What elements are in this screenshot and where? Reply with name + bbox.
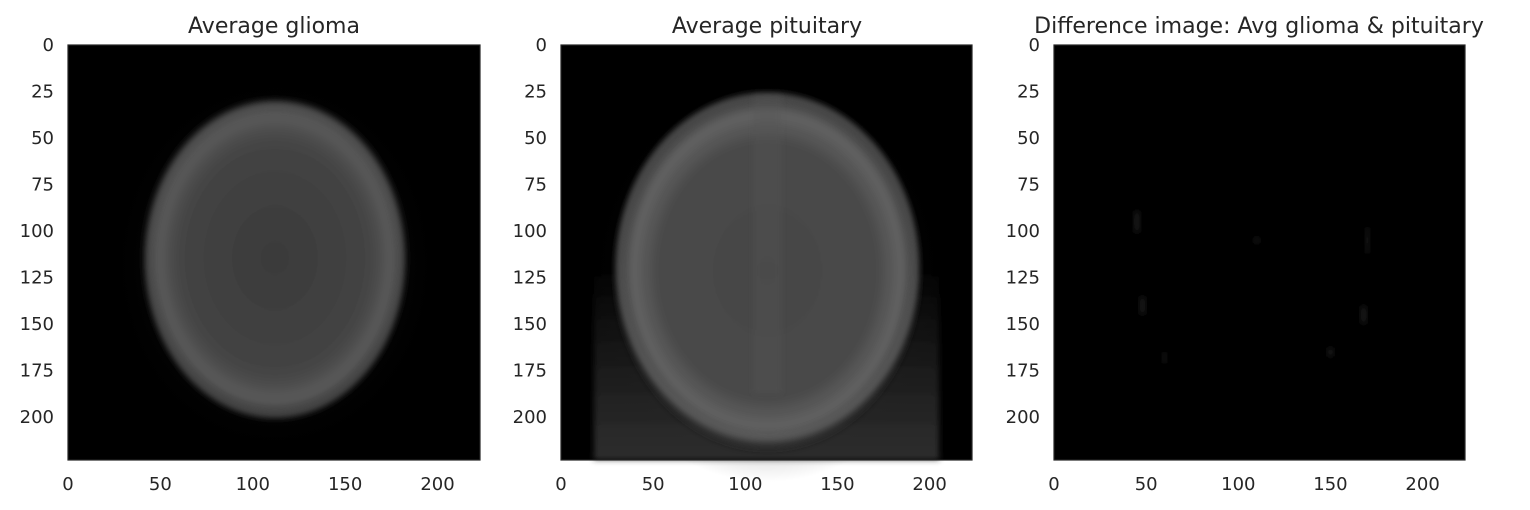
y-tick-label: 125 bbox=[1006, 268, 1040, 289]
y-tick-label: 75 bbox=[1017, 175, 1040, 196]
y-tick-label: 25 bbox=[31, 82, 54, 103]
y-tick-label: 25 bbox=[1017, 82, 1040, 103]
x-tick-label: 100 bbox=[1221, 474, 1255, 495]
y-tick-label: 175 bbox=[513, 361, 547, 382]
difference-spot bbox=[1264, 104, 1267, 109]
skull-shape bbox=[138, 98, 411, 431]
y-tick-label: 200 bbox=[513, 407, 547, 428]
x-tick-label: 150 bbox=[820, 474, 854, 495]
y-tick-label: 50 bbox=[31, 128, 54, 149]
y-tick-label: 50 bbox=[1017, 128, 1040, 149]
y-tick-label: 100 bbox=[1006, 221, 1040, 242]
y-tick-label: 75 bbox=[31, 175, 54, 196]
y-tick-label: 0 bbox=[536, 35, 547, 56]
x-tick-label: 50 bbox=[642, 474, 665, 495]
heatmap-image bbox=[101, 65, 448, 464]
image-background bbox=[1054, 45, 1465, 460]
y-tick-label: 175 bbox=[20, 361, 54, 382]
x-tick-label: 200 bbox=[420, 474, 454, 495]
y-tick-label: 125 bbox=[20, 268, 54, 289]
chart-title: Average pituitary bbox=[672, 14, 862, 39]
axes-frame bbox=[1053, 44, 1466, 461]
x-tick-label: 200 bbox=[1405, 474, 1439, 495]
difference-spot bbox=[1139, 295, 1146, 316]
y-tick-label: 0 bbox=[1029, 35, 1040, 56]
y-tick-label: 200 bbox=[1006, 407, 1040, 428]
y-tick-label: 100 bbox=[513, 221, 547, 242]
midline-band bbox=[753, 94, 782, 394]
x-tick-label: 150 bbox=[1313, 474, 1347, 495]
difference-spot bbox=[1162, 351, 1167, 364]
y-tick-label: 150 bbox=[513, 314, 547, 335]
x-tick-label: 50 bbox=[149, 474, 172, 495]
x-tick-label: 0 bbox=[1048, 474, 1059, 495]
x-tick-label: 100 bbox=[236, 474, 270, 495]
y-tick-label: 125 bbox=[513, 268, 547, 289]
panels: Average glioma 0 50 100 150 200 0 25 50 75 100 125 1… bbox=[20, 14, 1484, 495]
axes-frame bbox=[67, 44, 481, 461]
difference-spot bbox=[1327, 347, 1334, 358]
x-tick-label: 0 bbox=[62, 474, 73, 495]
x-tick-label: 50 bbox=[1135, 474, 1158, 495]
axes-frame bbox=[560, 44, 973, 461]
difference-spot bbox=[1360, 304, 1367, 325]
heatmap-image bbox=[578, 67, 957, 483]
chart-title: Average glioma bbox=[188, 14, 360, 39]
heatmap-image bbox=[1133, 104, 1370, 364]
y-tick-label: 200 bbox=[20, 407, 54, 428]
x-tick-label: 150 bbox=[328, 474, 362, 495]
y-tick-label: 150 bbox=[20, 314, 54, 335]
panel-pituitary: Average pituitary 0 50 100 150 200 0 25 50 75 100 1… bbox=[513, 14, 973, 495]
x-tick-label: 0 bbox=[555, 474, 566, 495]
panel-difference: Difference image: Avg glioma & pituitary… bbox=[1006, 14, 1484, 495]
difference-spot bbox=[1133, 209, 1140, 234]
y-tick-label: 175 bbox=[1006, 361, 1040, 382]
y-tick-label: 150 bbox=[1006, 314, 1040, 335]
panel-glioma: Average glioma 0 50 100 150 200 0 25 50 75 100 125 1… bbox=[20, 14, 481, 495]
y-tick-label: 25 bbox=[524, 82, 547, 103]
skull-rim bbox=[146, 104, 404, 417]
y-tick-label: 50 bbox=[524, 128, 547, 149]
y-tick-label: 75 bbox=[524, 175, 547, 196]
y-tick-label: 0 bbox=[43, 35, 54, 56]
x-tick-label: 100 bbox=[728, 474, 762, 495]
y-tick-label: 100 bbox=[20, 221, 54, 242]
chart-title: Difference image: Avg glioma & pituitary bbox=[1034, 14, 1484, 39]
difference-spot bbox=[1253, 237, 1260, 244]
x-tick-label: 200 bbox=[912, 474, 946, 495]
difference-spot bbox=[1365, 226, 1370, 255]
